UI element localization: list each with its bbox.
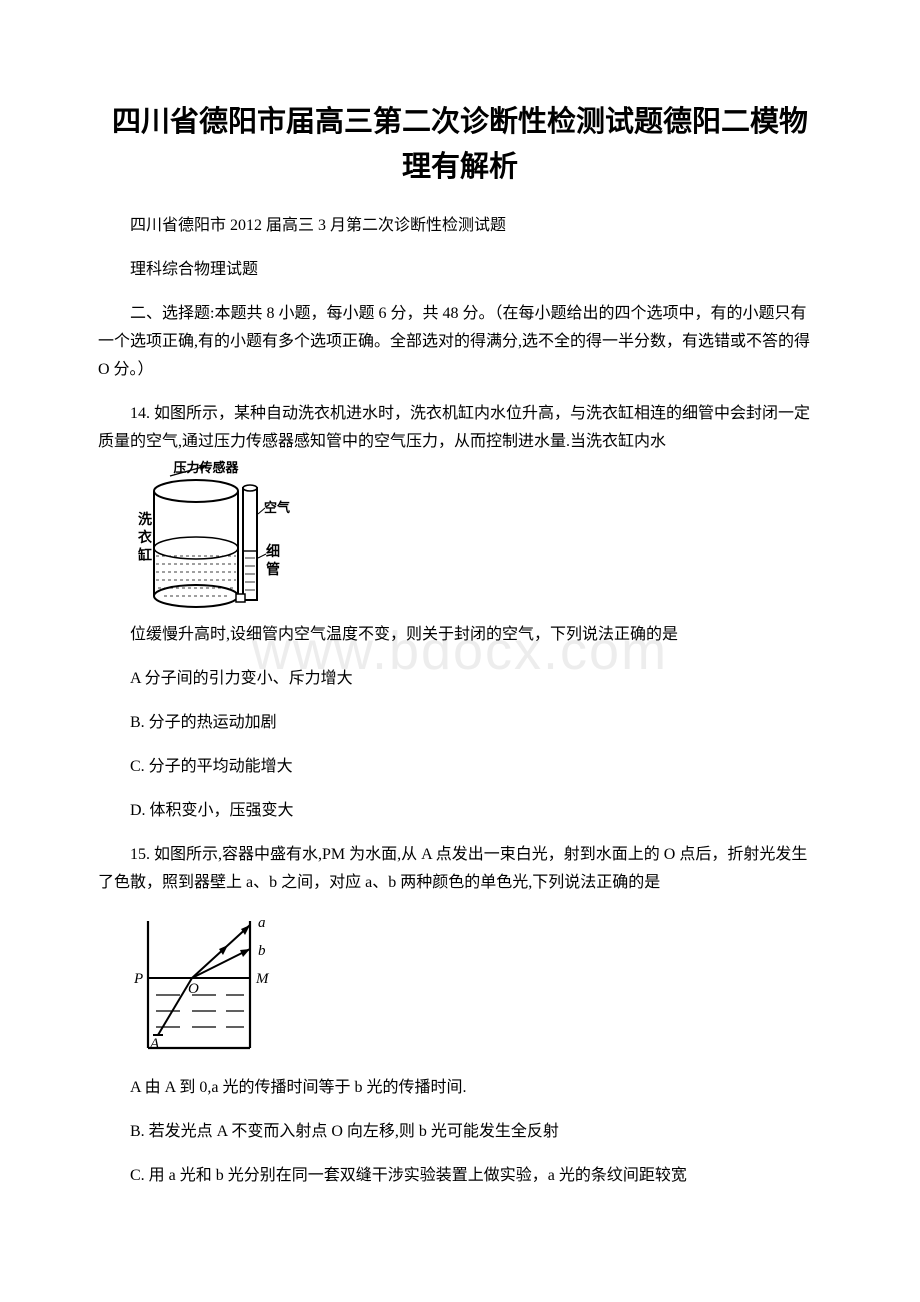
q14-option-c: C. 分子的平均动能增大	[98, 753, 822, 781]
ray-a-arrow-mid	[219, 945, 228, 955]
q15-stem: 15. 如图所示,容器中盛有水,PM 为水面,从 A 点发出一束白光，射到水面上…	[98, 841, 822, 897]
q14-figure-row: 压力传感器	[98, 456, 822, 621]
label-a-point: A	[149, 1036, 160, 1052]
ray-b	[192, 949, 250, 978]
washer-label-2: 衣	[138, 529, 153, 546]
water-top	[154, 537, 238, 559]
ray-a-arrow	[241, 925, 250, 935]
subject-line: 理科综合物理试题	[98, 256, 822, 284]
washer-label-1: 洗	[138, 511, 152, 528]
air-label: 空气	[264, 500, 290, 515]
tube-pointer	[258, 554, 266, 558]
tube-label-1: 细	[266, 543, 280, 560]
tube-body	[243, 488, 257, 600]
tube-label-2: 管	[266, 561, 280, 578]
q14-stem-after: 位缓慢升高时,设细管内空气温度不变，则关于封闭的空气，下列说法正确的是	[98, 621, 822, 649]
q15-option-a: A 由 A 到 0,a 光的传播时间等于 b 光的传播时间.	[98, 1074, 822, 1102]
tube-connector	[236, 594, 245, 602]
washer-label-3: 缸	[138, 547, 152, 564]
label-o: O	[188, 981, 199, 997]
q15-water-hatch	[156, 995, 244, 1027]
label-p: P	[133, 971, 143, 987]
q14-option-d: D. 体积变小，压强变大	[98, 797, 822, 825]
cyl-top	[154, 480, 238, 502]
q15-option-b: B. 若发光点 A 不变而入射点 O 向左移,则 b 光可能发生全反射	[98, 1118, 822, 1146]
q15-svg: a b P O M A	[130, 913, 295, 1058]
tube-top	[243, 485, 257, 491]
q15-option-c: C. 用 a 光和 b 光分别在同一套双缝干涉实验装置上做实验，a 光的条纹间距…	[98, 1162, 822, 1190]
label-a: a	[258, 915, 266, 931]
label-b: b	[258, 943, 266, 959]
q14-figure: 压力传感器	[126, 456, 301, 621]
label-m: M	[255, 971, 270, 987]
q14-svg: 压力传感器	[126, 456, 301, 621]
document-content: 四川省德阳市届高三第二次诊断性检测试题德阳二模物理有解析 四川省德阳市 2012…	[98, 100, 822, 1190]
subtitle: 四川省德阳市 2012 届高三 3 月第二次诊断性检测试题	[98, 212, 822, 240]
section-2-instructions: 二、选择题:本题共 8 小题，每小题 6 分，共 48 分。（在每小题给出的四个…	[98, 300, 822, 384]
q14-option-a: A 分子间的引力变小、斥力增大	[98, 665, 822, 693]
ray-b-arrow	[240, 949, 250, 957]
main-title: 四川省德阳市届高三第二次诊断性检测试题德阳二模物理有解析	[98, 100, 822, 190]
q15-figure: a b P O M A	[130, 913, 295, 1058]
q14-stem-before: 14. 如图所示，某种自动洗衣机进水时，洗衣机缸内水位升高，与洗衣缸相连的细管中…	[98, 400, 822, 456]
q14-option-b: B. 分子的热运动加剧	[98, 709, 822, 737]
